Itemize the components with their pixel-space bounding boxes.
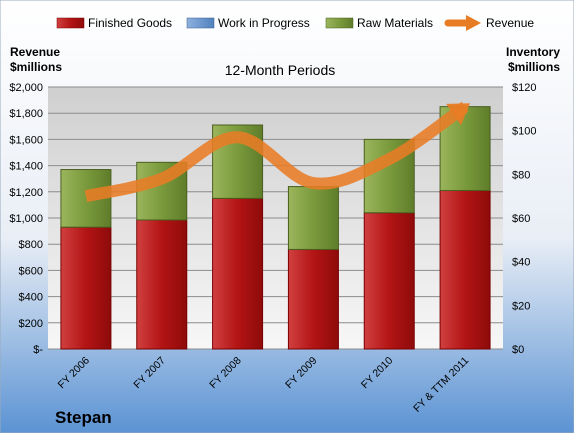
bar-finished-goods-fy-2008 [212,197,264,350]
left-axis-tick-label: $1,000 [9,213,43,225]
left-axis-tick-label: $1,600 [9,134,43,146]
bar-raw-materials-fy-2009 [287,186,339,250]
left-axis-tick-label: $1,400 [9,161,43,173]
bar-finished-goods-fy-2009 [287,248,339,350]
legend-swatch-finished-goods [56,17,85,29]
legend-swatch-work-in-progress [186,17,215,29]
bar-finished-goods-fy-2007 [136,219,188,350]
right-axis-tick-label: $80 [512,169,530,181]
revenue-arrowhead [446,103,471,126]
left-axis-title-line1: Revenue [10,45,60,59]
right-axis-tick-label: $60 [512,213,530,225]
legend: Finished Goods Work in Progress Raw Mate… [56,15,534,31]
bar-finished-goods-fy-ttm-2011 [439,189,491,350]
legend-label-raw-materials: Raw Materials [357,16,433,30]
company-name: Stepan [55,408,112,427]
left-axis-tick-label: $600 [19,265,43,277]
right-axis-tick-label: $100 [512,126,536,138]
left-axis-tick-label: $800 [19,239,43,251]
legend-label-revenue: Revenue [486,16,534,30]
chart-title: 12-Month Periods [225,62,336,78]
left-axis-tick-label: $2,000 [9,82,43,94]
legend-swatch-revenue [444,15,481,31]
left-axis-tick-label: $1,800 [9,108,43,120]
revenue-line [84,101,469,203]
bar-finished-goods-fy-2006 [60,226,112,350]
right-axis-tick-label: $0 [512,344,524,356]
legend-swatch-raw-materials [325,17,354,29]
right-axis-title-line1: Inventory [506,45,560,59]
legend-label-work-in-progress: Work in Progress [218,16,310,30]
left-axis-title-line2: $millions [10,60,62,74]
right-axis-title-line2: $millions [508,60,560,74]
left-axis-tick-label: $400 [19,292,43,304]
legend-label-finished-goods: Finished Goods [88,16,172,30]
right-axis-tick-label: $20 [512,300,530,312]
left-axis-tick-label: $200 [19,318,43,330]
left-axis-tick-label: $1,200 [9,187,43,199]
right-axis-tick-label: $40 [512,257,530,269]
right-axis-tick-label: $120 [512,82,536,94]
bar-finished-goods-fy-2010 [363,212,415,350]
left-axis-tick-label: $- [33,344,43,356]
revenue-line-layer [84,101,471,203]
